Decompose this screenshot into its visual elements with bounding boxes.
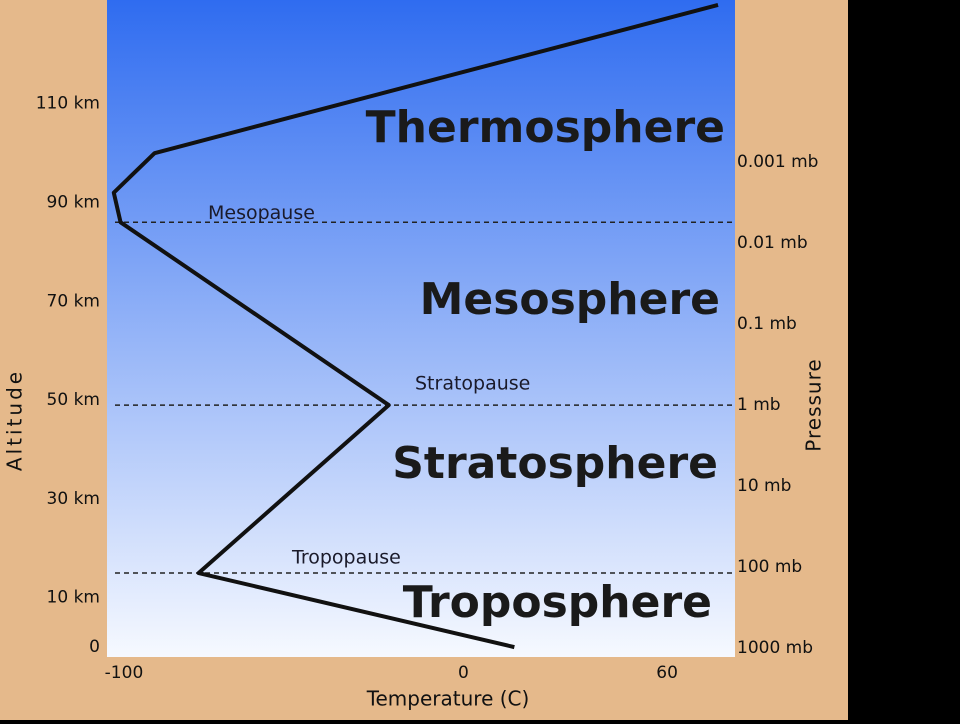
- layer-label: Thermosphere: [366, 102, 725, 153]
- y2-tick-label: 0.01 mb: [737, 233, 808, 253]
- layer-label: Troposphere: [403, 577, 712, 628]
- x-tick-label: -100: [105, 663, 144, 683]
- y2-tick-label: 0.001 mb: [737, 152, 818, 172]
- boundary-label: Mesopause: [208, 202, 315, 224]
- y2-tick-label: 100 mb: [737, 557, 802, 577]
- y2-tick-label: 0.1 mb: [737, 314, 797, 334]
- layer-label: Stratosphere: [392, 438, 718, 489]
- x-tick-label: 60: [656, 663, 678, 683]
- x-axis-title: Temperature (C): [366, 687, 530, 711]
- y-axis-title: Altitude: [3, 369, 27, 471]
- boundary-label: Tropopause: [291, 547, 401, 569]
- layer-label: Mesosphere: [420, 274, 720, 325]
- y-tick-label: 70 km: [47, 291, 100, 311]
- boundary-label: Stratopause: [415, 373, 530, 395]
- temperature-profile: [111, 3, 719, 650]
- x-tick-label: 0: [458, 663, 469, 683]
- y-tick-label: 110 km: [36, 94, 100, 114]
- y2-axis-title: Pressure: [802, 358, 826, 451]
- y-tick-label: 50 km: [47, 390, 100, 410]
- y2-tick-label: 10 mb: [737, 476, 791, 496]
- y2-tick-label: 1000 mb: [737, 638, 813, 658]
- y-tick-label: 90 km: [47, 193, 100, 213]
- y-tick-label: 10 km: [47, 588, 100, 608]
- y2-tick-label: 1 mb: [737, 395, 781, 415]
- y-tick-label: 30 km: [47, 489, 100, 509]
- y-tick-label: 0: [89, 637, 100, 657]
- black-margin: [848, 0, 960, 720]
- plot-area: [107, 0, 735, 657]
